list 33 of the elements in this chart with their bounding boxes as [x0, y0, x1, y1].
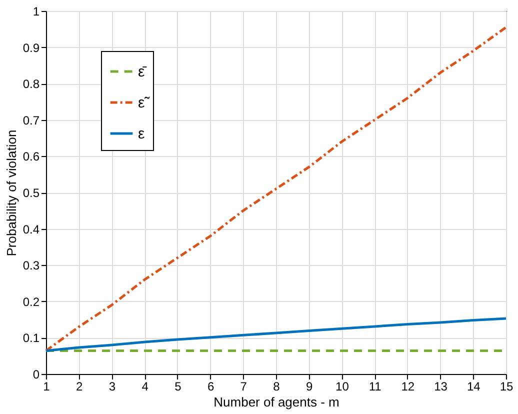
x-tick-label: 11: [368, 380, 382, 394]
x-tick-label: 10: [336, 380, 350, 394]
y-tick-label: 0.3: [22, 258, 40, 273]
x-tick-label: 13: [434, 380, 448, 394]
x-tick-label: 12: [401, 380, 415, 394]
y-tick-label: 0.8: [22, 77, 40, 92]
y-tick-label: 1: [32, 4, 40, 18]
y-tick-label: 0.1: [22, 331, 40, 346]
x-tick-label: 8: [273, 380, 280, 394]
x-tick-label: 15: [500, 380, 514, 394]
x-tick-label: 1: [43, 380, 50, 394]
x-axis-title: Number of agents - m: [214, 394, 340, 410]
x-tick-label: 3: [108, 380, 116, 394]
y-tick-label: 0.5: [22, 186, 40, 200]
x-tick-label: 4: [142, 380, 149, 394]
y-tick-label: 0.6: [22, 150, 40, 164]
x-tick-label: 2: [76, 380, 84, 394]
line-series: [44, 317, 508, 352]
y-tick-label: 0.7: [22, 113, 40, 128]
x-tick-label: 7: [240, 380, 248, 394]
y-tick-label: 0.9: [22, 40, 40, 55]
y-tick-label: 0: [32, 368, 40, 382]
legend-label: ε̄: [138, 64, 147, 80]
legend-label: ε: [138, 126, 145, 142]
legend-label: ε̃: [138, 94, 151, 112]
y-tick-label: 0.2: [22, 294, 40, 309]
x-tick-label: 14: [466, 380, 481, 394]
x-tick-label: 6: [207, 380, 214, 394]
x-tick-label: 9: [306, 380, 314, 394]
y-axis-title: Probability of violation: [4, 130, 19, 256]
x-tick-label: 5: [174, 380, 182, 394]
line-series: [44, 26, 508, 352]
y-tick-label: 0.4: [22, 222, 40, 236]
